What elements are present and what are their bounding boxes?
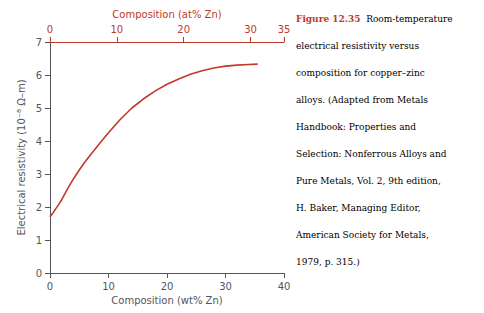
svg-text:Composition (at% Zn): Composition (at% Zn) <box>112 9 221 20</box>
svg-text:35: 35 <box>278 24 291 35</box>
svg-text:1979, p. 315.): 1979, p. 315.) <box>296 257 360 267</box>
svg-text:40: 40 <box>278 281 291 292</box>
svg-text:20: 20 <box>177 24 190 35</box>
svg-text:30: 30 <box>219 281 232 292</box>
svg-text:composition for copper–zinc: composition for copper–zinc <box>296 68 425 78</box>
svg-text:10: 10 <box>110 24 123 35</box>
svg-text:electrical resistivity versus: electrical resistivity versus <box>296 41 419 51</box>
svg-text:3: 3 <box>36 169 42 180</box>
svg-text:20: 20 <box>161 281 174 292</box>
svg-text:Composition (wt% Zn): Composition (wt% Zn) <box>111 295 223 306</box>
svg-text:Pure Metals, Vol. 2, 9th editi: Pure Metals, Vol. 2, 9th edition, <box>296 176 441 186</box>
svg-text:6: 6 <box>36 70 42 81</box>
svg-text:0: 0 <box>47 24 53 35</box>
svg-text:7: 7 <box>36 37 42 48</box>
svg-text:10: 10 <box>102 281 115 292</box>
svg-text:Handbook: Properties and: Handbook: Properties and <box>296 122 416 132</box>
svg-text:1: 1 <box>36 235 42 246</box>
svg-text:30: 30 <box>244 24 257 35</box>
svg-text:2: 2 <box>36 202 42 213</box>
svg-text:American Society for Metals,: American Society for Metals, <box>295 230 429 240</box>
svg-text:H. Baker, Managing Editor,: H. Baker, Managing Editor, <box>296 203 421 213</box>
svg-text:4: 4 <box>36 136 42 147</box>
svg-text:0: 0 <box>47 281 53 292</box>
svg-text:Electrical resistivity (10⁻⁸ Ω: Electrical resistivity (10⁻⁸ Ω–m) <box>16 79 27 235</box>
svg-text:Room-temperature: Room-temperature <box>360 14 452 24</box>
svg-text:0: 0 <box>36 268 42 279</box>
svg-text:Selection: Nonferrous Alloys a: Selection: Nonferrous Alloys and <box>296 149 447 159</box>
svg-text:5: 5 <box>36 103 42 114</box>
svg-text:alloys. (Adapted from Metals: alloys. (Adapted from Metals <box>296 95 428 105</box>
svg-text:Figure 12.35: Figure 12.35 <box>296 14 360 24</box>
